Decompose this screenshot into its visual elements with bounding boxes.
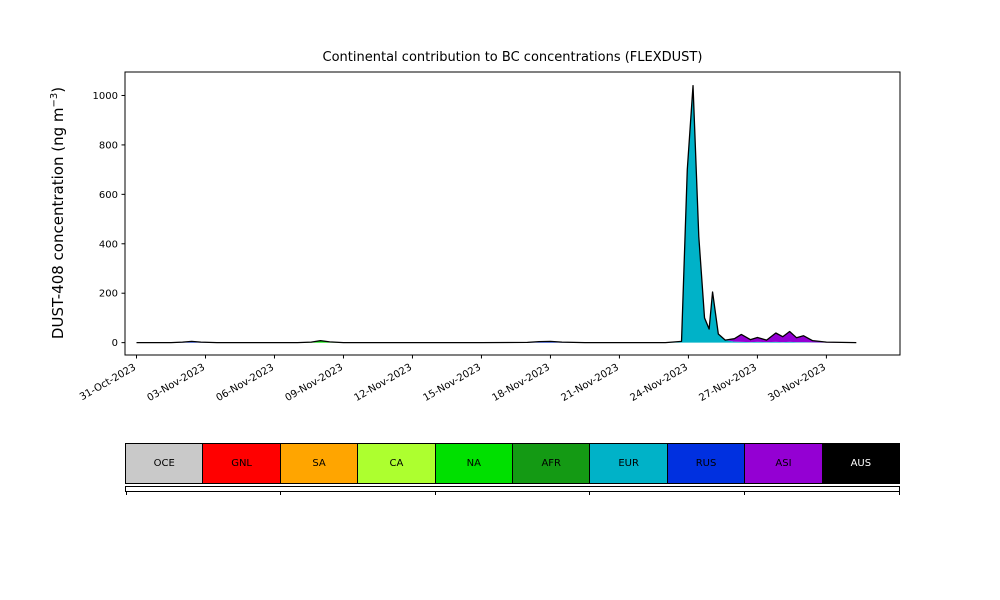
- svg-text:18-Nov-2023: 18-Nov-2023: [490, 362, 551, 404]
- x-axis: 31-Oct-2023 03-Nov-2023 06-Nov-2023 09-Nov-…: [78, 355, 828, 404]
- legend-axis-tick: [125, 491, 127, 495]
- legend-item-ca: CA: [357, 443, 436, 484]
- svg-text:09-Nov-2023: 09-Nov-2023: [283, 362, 344, 404]
- series-areas: [136, 85, 857, 343]
- legend-axis-tick: [280, 491, 282, 495]
- legend-item-na: NA: [434, 443, 514, 484]
- legend-item-oce: OCE: [125, 443, 204, 484]
- svg-text:21-Nov-2023: 21-Nov-2023: [559, 362, 620, 404]
- legend-axis-tick: [589, 491, 591, 495]
- svg-text:800: 800: [99, 140, 118, 151]
- area-aus: [136, 85, 857, 343]
- svg-text:03-Nov-2023: 03-Nov-2023: [146, 362, 207, 404]
- svg-text:0: 0: [112, 338, 118, 349]
- svg-text:12-Nov-2023: 12-Nov-2023: [352, 362, 413, 404]
- legend-axis-tick: [898, 491, 900, 495]
- svg-text:15-Nov-2023: 15-Nov-2023: [421, 362, 482, 404]
- area-na: [136, 340, 857, 343]
- legend: OCE GNL SA CA NA AFR EUR RUS ASI AUS: [125, 443, 901, 495]
- total-outline: [136, 84, 857, 344]
- legend-item-afr: AFR: [512, 443, 591, 484]
- legend-item-sa: SA: [279, 443, 359, 484]
- area-rus: [136, 85, 857, 343]
- svg-text:06-Nov-2023: 06-Nov-2023: [215, 362, 276, 404]
- y-axis: 0 200 400 600 800 1000: [93, 91, 125, 349]
- legend-axis-tick: [743, 491, 745, 495]
- legend-item-rus: RUS: [666, 443, 746, 484]
- legend-row: OCE GNL SA CA NA AFR EUR RUS ASI AUS: [125, 443, 901, 484]
- legend-item-gnl: GNL: [202, 443, 281, 484]
- svg-text:31-Oct-2023: 31-Oct-2023: [78, 362, 138, 403]
- legend-item-eur: EUR: [589, 443, 668, 484]
- axes-frame: [124, 71, 901, 356]
- legend-axis-strip: [125, 486, 900, 495]
- svg-text:600: 600: [99, 190, 118, 201]
- chart-title: Continental contribution to BC concentra…: [322, 50, 703, 65]
- svg-text:24-Nov-2023: 24-Nov-2023: [628, 362, 689, 404]
- svg-text:27-Nov-2023: 27-Nov-2023: [697, 362, 758, 404]
- svg-text:30-Nov-2023: 30-Nov-2023: [766, 362, 827, 404]
- svg-text:200: 200: [99, 289, 118, 300]
- svg-text:1000: 1000: [93, 91, 118, 102]
- legend-axis-tick: [434, 491, 436, 495]
- svg-text:400: 400: [99, 239, 118, 250]
- area-eur: [136, 85, 857, 343]
- legend-item-aus: AUS: [821, 443, 901, 484]
- legend-item-asi: ASI: [744, 443, 823, 484]
- area-asi: [136, 85, 857, 343]
